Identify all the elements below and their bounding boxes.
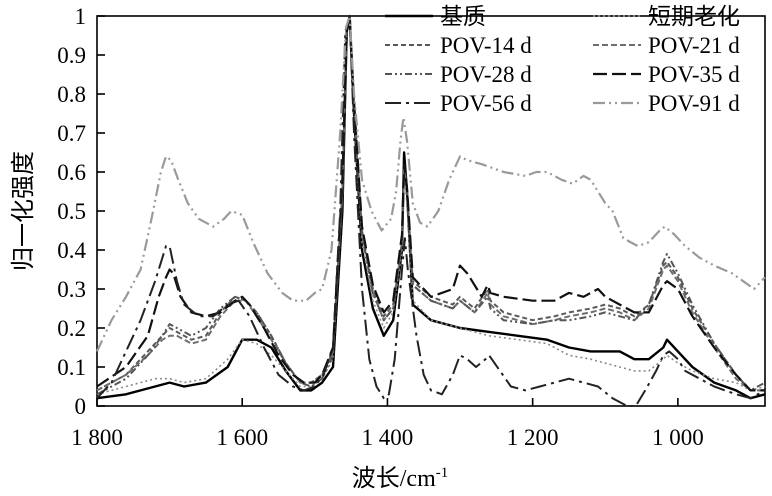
y-axis: 0 0.1 0.2 0.3 0.4 0.5 0.6 0.7 0.8 0.9 1: [57, 4, 105, 419]
y-tick-label: 0.3: [57, 277, 86, 302]
x-axis-title-main: 波长/cm: [352, 465, 436, 492]
legend-label-5: POV-28 d: [440, 62, 532, 87]
x-tick-label: 1 800: [71, 425, 123, 450]
x-tick-label: 1 600: [216, 425, 268, 450]
legend: 基质 短期老化 POV-14 d POV-21 d POV-28 d POV-35 d PO…: [385, 4, 740, 116]
legend-label-4: POV-21 d: [648, 33, 740, 58]
x-axis-title: 波长/cm-1: [352, 465, 449, 492]
x-axis-title-superscript: -1: [436, 465, 449, 481]
legend-label-7: POV-56 d: [440, 91, 532, 116]
series-line-5: [96, 15, 766, 396]
plot-area: [96, 14, 766, 407]
series-line-3: [96, 15, 765, 392]
series-line-2: [96, 19, 766, 396]
series-line-6: [96, 18, 765, 392]
y-tick-label: 0.2: [57, 316, 86, 341]
series-line-1: [96, 14, 766, 400]
legend-label-1: 基质: [440, 4, 486, 29]
y-tick-label: 0: [75, 394, 87, 419]
x-tick-label: 1 000: [652, 425, 704, 450]
y-tick-label: 0.1: [57, 355, 86, 380]
y-tick-label: 0.9: [57, 43, 86, 68]
series-line-8: [96, 14, 766, 352]
series-line-7: [96, 15, 766, 407]
y-tick-label: 0.8: [57, 82, 86, 107]
x-tick-label: 1 400: [362, 425, 414, 450]
y-tick-label: 0.4: [57, 238, 86, 263]
legend-label-2: 短期老化: [648, 4, 740, 29]
legend-label-6: POV-35 d: [648, 62, 740, 87]
legend-label-8: POV-91 d: [648, 91, 740, 116]
y-tick-label: 0.5: [57, 199, 86, 224]
x-axis: 1 800 1 600 1 400 1 200 1 000: [71, 398, 704, 450]
y-tick-label: 0.7: [57, 121, 86, 146]
series-layer: [96, 14, 766, 407]
legend-label-3: POV-14 d: [440, 33, 532, 58]
y-tick-label: 1: [75, 4, 87, 29]
x-tick-label: 1 200: [507, 425, 559, 450]
y-axis-title: 归一化强度: [10, 151, 37, 271]
y-tick-label: 0.6: [57, 160, 86, 185]
